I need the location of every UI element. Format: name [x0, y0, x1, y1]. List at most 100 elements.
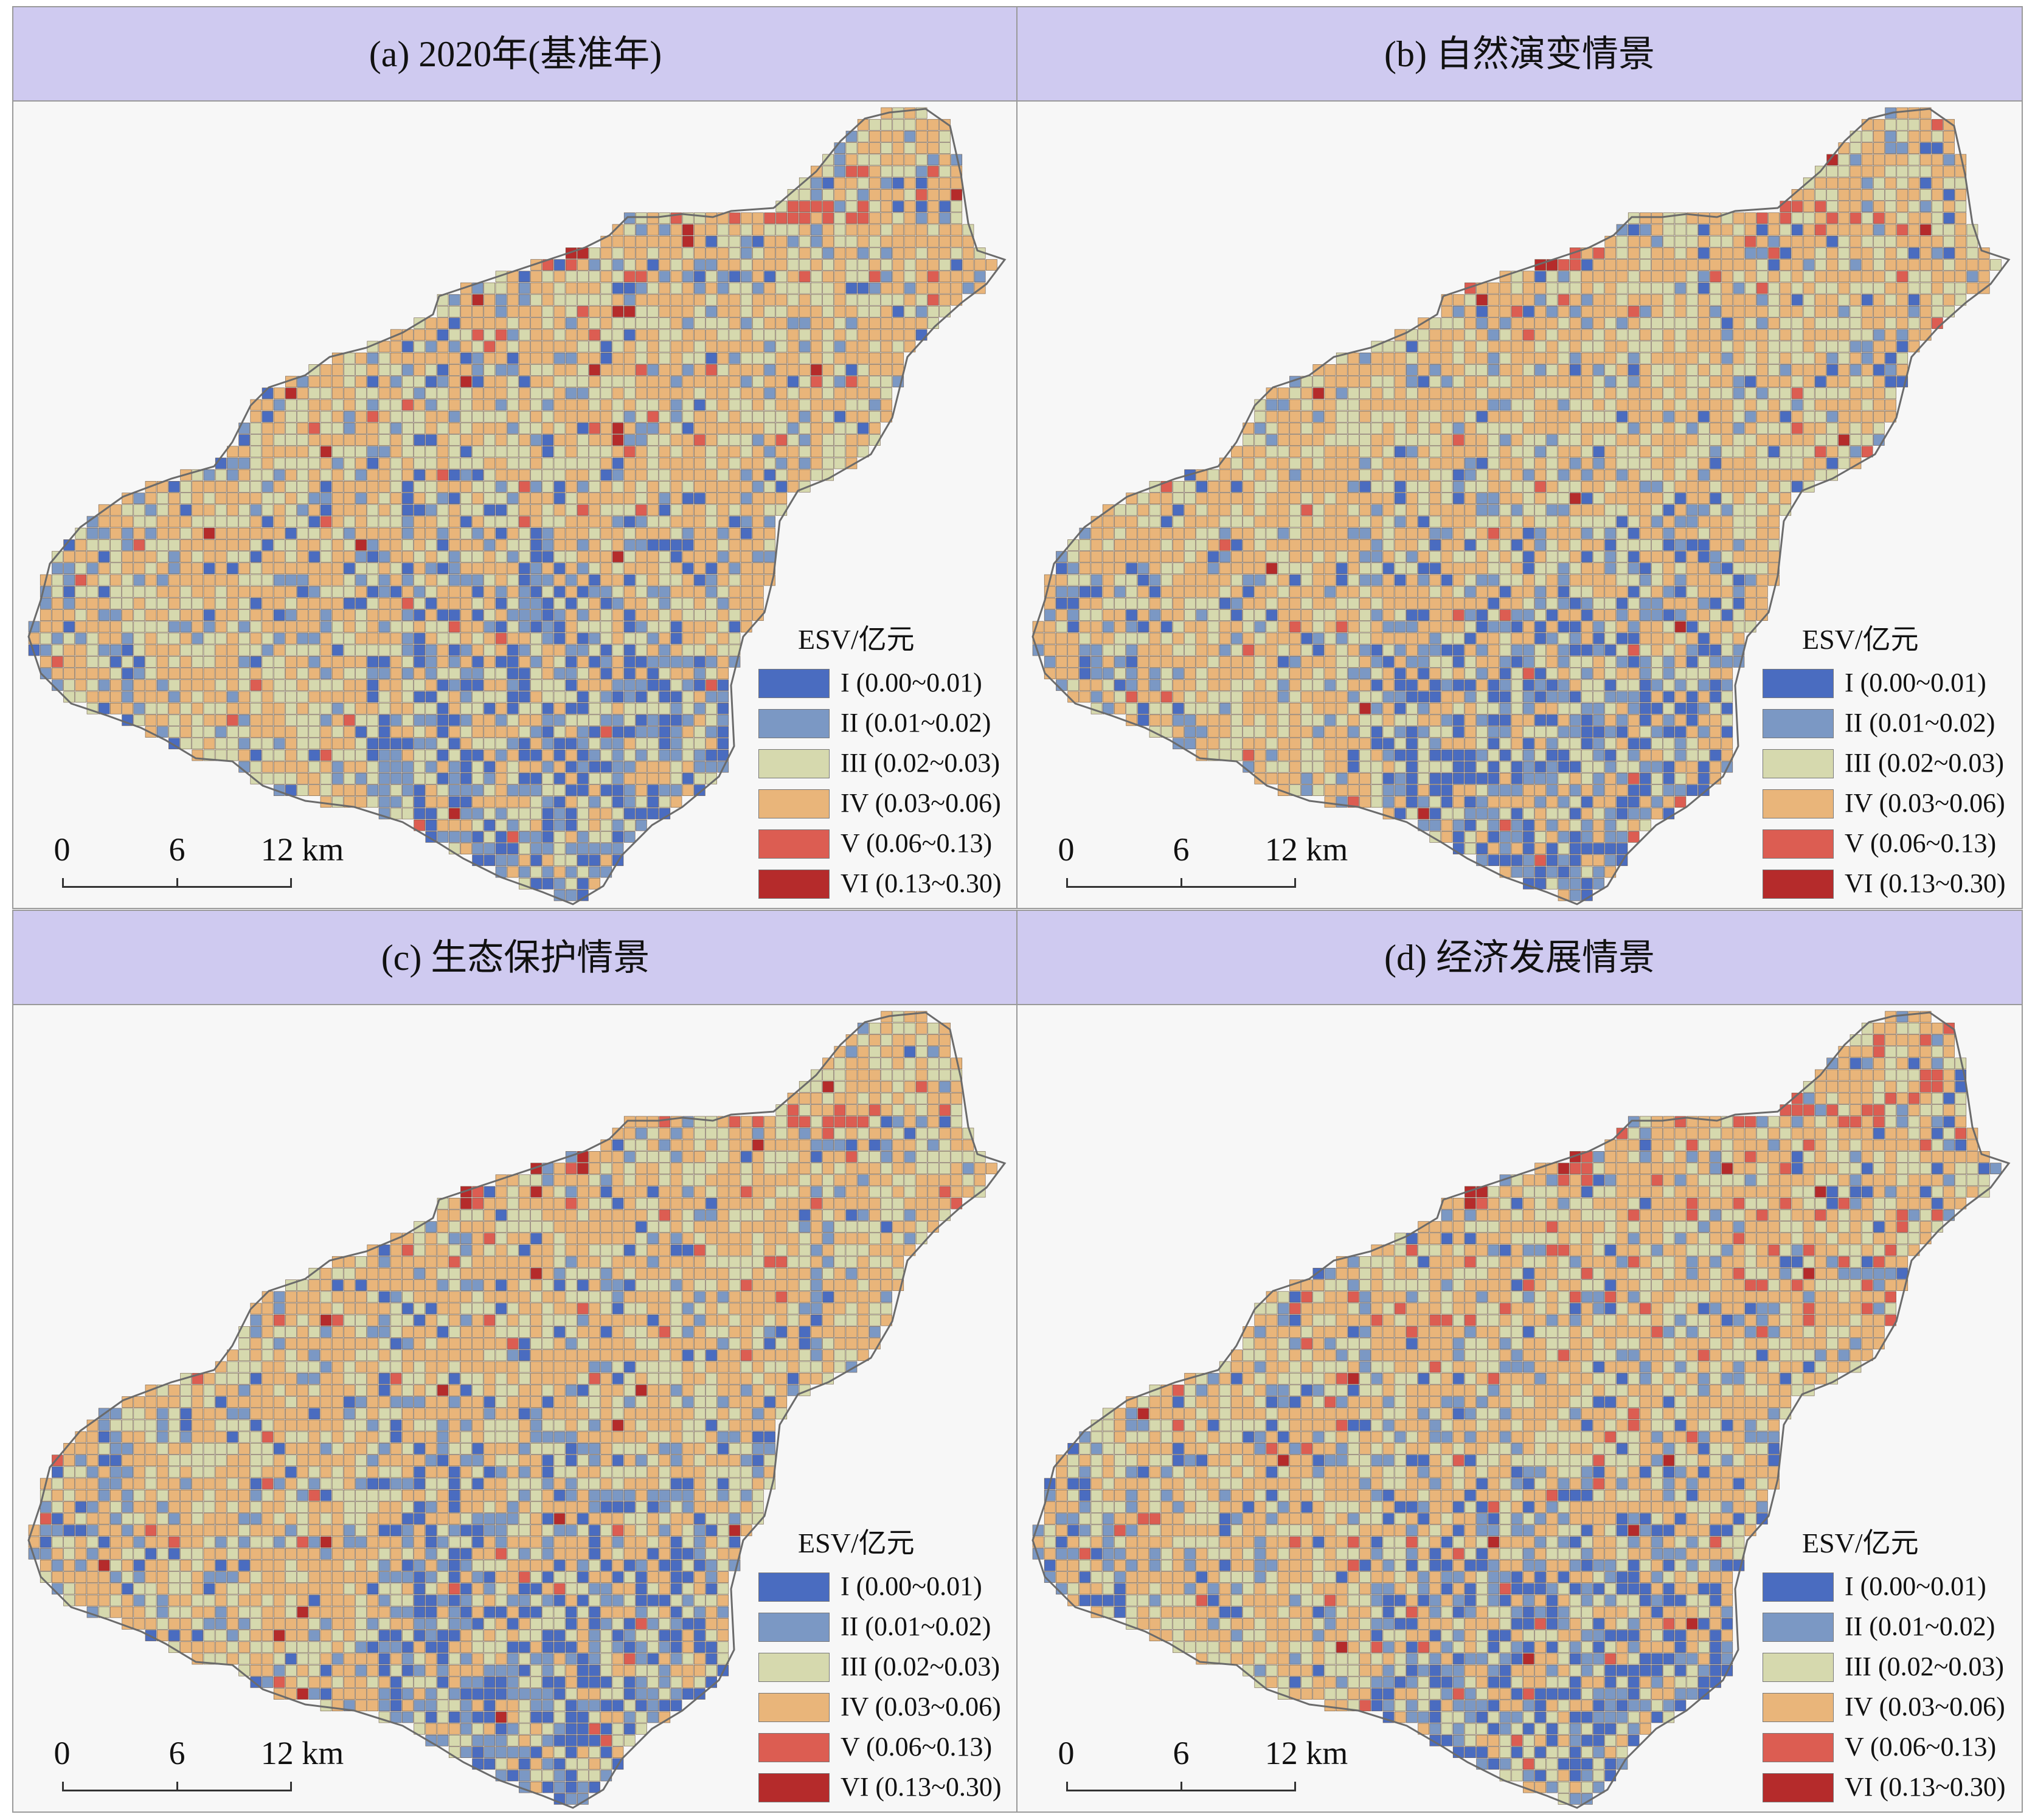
grid-cell — [1861, 142, 1873, 154]
grid-cell — [1640, 306, 1651, 317]
grid-cell — [460, 668, 472, 679]
grid-cell — [355, 796, 367, 808]
grid-cell — [1826, 329, 1838, 341]
grid-cell — [460, 796, 472, 808]
grid-cell — [437, 679, 449, 691]
grid-cell — [857, 154, 869, 166]
grid-cell — [647, 551, 659, 562]
grid-cell — [1569, 457, 1581, 469]
grid-cell — [705, 481, 717, 493]
grid-cell — [238, 481, 250, 493]
grid-cell — [1932, 165, 1943, 178]
grid-cell — [822, 410, 834, 423]
grid-cell — [1511, 609, 1523, 621]
grid-cell — [507, 632, 519, 645]
grid-cell — [308, 609, 321, 621]
grid-cell — [1569, 329, 1581, 341]
grid-cell — [519, 843, 530, 854]
grid-cell — [297, 656, 308, 668]
grid-cell — [1674, 434, 1687, 446]
grid-cell — [1791, 282, 1803, 294]
grid-cell — [378, 598, 390, 609]
grid-cell — [1628, 457, 1640, 469]
grid-cell — [1336, 399, 1348, 411]
grid-cell — [203, 481, 215, 493]
grid-cell — [1523, 423, 1534, 434]
grid-cell — [1955, 212, 1967, 224]
grid-cell — [262, 539, 274, 551]
grid-cell — [542, 294, 554, 306]
grid-cell — [1465, 376, 1476, 387]
grid-cell — [1558, 609, 1570, 621]
grid-cell — [1324, 539, 1336, 551]
grid-cell — [448, 808, 460, 820]
grid-cell — [355, 410, 367, 423]
grid-cell — [787, 434, 799, 446]
grid-cell — [1663, 562, 1675, 575]
grid-cell — [612, 399, 624, 411]
grid-cell — [297, 702, 308, 715]
grid-cell — [1149, 504, 1161, 516]
grid-cell — [647, 808, 659, 820]
grid-cell — [1838, 177, 1850, 189]
grid-cell — [1581, 481, 1593, 493]
grid-cell — [1324, 481, 1336, 493]
grid-cell — [881, 306, 892, 317]
grid-cell — [787, 294, 799, 306]
legend-swatch — [758, 829, 830, 859]
grid-cell — [636, 259, 647, 271]
grid-cell — [378, 586, 390, 598]
grid-cell — [1838, 165, 1850, 178]
grid-cell — [484, 551, 496, 562]
grid-cell — [1488, 306, 1500, 317]
grid-cell — [168, 702, 180, 715]
grid-cell — [273, 493, 285, 504]
grid-cell — [1651, 562, 1663, 575]
grid-cell — [1324, 434, 1336, 446]
grid-cell — [1885, 189, 1896, 201]
grid-cell — [892, 131, 904, 142]
grid-cell — [1896, 131, 1908, 142]
grid-cell — [1932, 247, 1943, 259]
grid-cell — [168, 586, 180, 598]
grid-cell — [1371, 527, 1383, 539]
grid-cell — [1733, 306, 1745, 317]
grid-cell — [1348, 621, 1359, 633]
grid-cell — [1569, 609, 1581, 621]
grid-cell — [1336, 621, 1348, 633]
grid-cell — [1581, 306, 1593, 317]
grid-cell — [297, 516, 308, 528]
grid-cell — [694, 376, 705, 387]
grid-cell — [344, 457, 355, 469]
grid-cell — [1219, 598, 1231, 609]
grid-cell — [203, 749, 215, 761]
grid-cell — [331, 574, 344, 586]
grid-cell — [1418, 562, 1429, 575]
grid-cell — [1966, 235, 1978, 247]
grid-cell — [1207, 562, 1219, 575]
grid-cell — [565, 668, 577, 679]
grid-cell — [1452, 352, 1465, 364]
grid-cell — [1604, 352, 1617, 364]
grid-cell — [530, 469, 542, 481]
grid-cell — [297, 574, 308, 586]
grid-cell — [915, 165, 927, 178]
grid-cell — [297, 715, 308, 726]
grid-cell — [553, 329, 566, 341]
grid-cell — [1452, 410, 1465, 423]
grid-cell — [262, 598, 274, 609]
grid-cell — [717, 271, 729, 283]
grid-cell — [1885, 247, 1896, 259]
grid-cell — [1523, 493, 1534, 504]
grid-cell — [1511, 399, 1523, 411]
grid-cell — [507, 819, 519, 831]
grid-cell — [775, 434, 788, 446]
grid-cell — [705, 410, 717, 423]
grid-cell — [577, 831, 589, 843]
grid-cell — [460, 516, 472, 528]
grid-cell — [378, 539, 390, 551]
grid-cell — [659, 621, 671, 633]
grid-cell — [1359, 376, 1371, 387]
grid-cell — [1640, 621, 1651, 633]
grid-cell — [565, 551, 577, 562]
